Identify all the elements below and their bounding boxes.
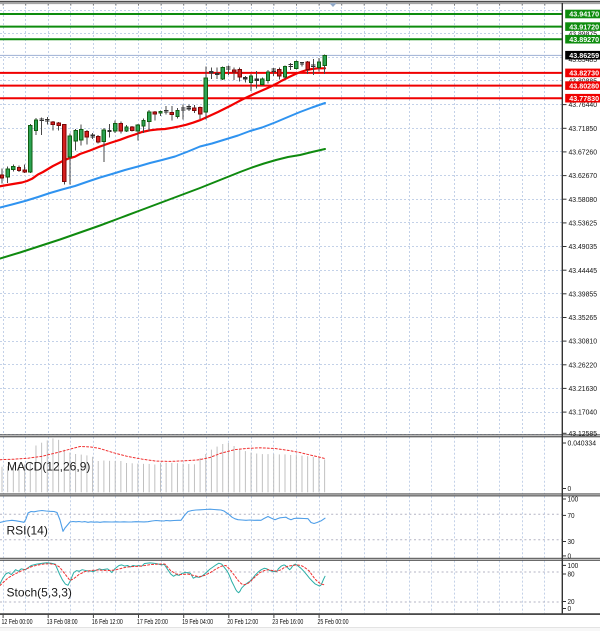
- svg-text:20 Feb 12:00: 20 Feb 12:00: [227, 619, 258, 626]
- svg-text:43.21630: 43.21630: [569, 384, 598, 393]
- svg-text:0: 0: [568, 604, 572, 613]
- svg-text:43.89270: 43.89270: [569, 35, 599, 44]
- svg-text:43.80280: 43.80280: [569, 81, 599, 90]
- svg-text:80: 80: [568, 570, 575, 579]
- svg-text:70: 70: [568, 511, 575, 520]
- svg-text:25 Feb 00:00: 25 Feb 00:00: [318, 619, 349, 626]
- svg-text:43.80885: 43.80885: [569, 77, 598, 86]
- svg-text:43.30810: 43.30810: [569, 337, 598, 346]
- svg-text:43.12585: 43.12585: [569, 429, 598, 438]
- svg-text:43.91720: 43.91720: [569, 22, 599, 31]
- svg-text:43.49035: 43.49035: [569, 242, 598, 251]
- svg-text:17 Feb 20:00: 17 Feb 20:00: [137, 619, 168, 626]
- svg-text:43.17040: 43.17040: [569, 408, 598, 417]
- svg-text:43.89875: 43.89875: [569, 29, 598, 38]
- svg-text:100: 100: [568, 495, 579, 504]
- svg-text:30: 30: [568, 537, 575, 546]
- svg-text:43.94170: 43.94170: [569, 10, 599, 19]
- svg-text:16 Feb 12:00: 16 Feb 12:00: [92, 619, 123, 626]
- svg-text:MACD(12,26,9): MACD(12,26,9): [7, 460, 90, 474]
- svg-text:0.040334: 0.040334: [568, 439, 597, 448]
- svg-text:43.86259: 43.86259: [569, 51, 599, 60]
- svg-text:43.67260: 43.67260: [569, 148, 598, 157]
- svg-text:0: 0: [568, 552, 572, 561]
- svg-text:43.71850: 43.71850: [569, 124, 598, 133]
- svg-text:19 Feb 04:00: 19 Feb 04:00: [182, 619, 213, 626]
- svg-text:100: 100: [568, 561, 579, 570]
- svg-text:43.77830: 43.77830: [569, 94, 599, 103]
- svg-text:23 Feb 16:00: 23 Feb 16:00: [272, 619, 303, 626]
- svg-text:43.39855: 43.39855: [569, 289, 598, 298]
- svg-text:0: 0: [568, 484, 572, 493]
- svg-text:12 Feb 00:00: 12 Feb 00:00: [2, 619, 33, 626]
- svg-text:43.53625: 43.53625: [569, 219, 598, 228]
- svg-text:43.26220: 43.26220: [569, 360, 598, 369]
- svg-text:43.82730: 43.82730: [569, 69, 599, 78]
- svg-text:43.35265: 43.35265: [569, 313, 598, 322]
- svg-text:43.62670: 43.62670: [569, 171, 598, 180]
- svg-text:43.76440: 43.76440: [569, 100, 598, 109]
- svg-text:43.58080: 43.58080: [569, 195, 598, 204]
- svg-text:43.44445: 43.44445: [569, 266, 598, 275]
- svg-text:20: 20: [568, 597, 575, 606]
- svg-text:Stoch(5,3,3): Stoch(5,3,3): [7, 586, 72, 600]
- svg-text:13 Feb 08:00: 13 Feb 08:00: [47, 619, 78, 626]
- svg-text:RSI(14): RSI(14): [7, 524, 48, 538]
